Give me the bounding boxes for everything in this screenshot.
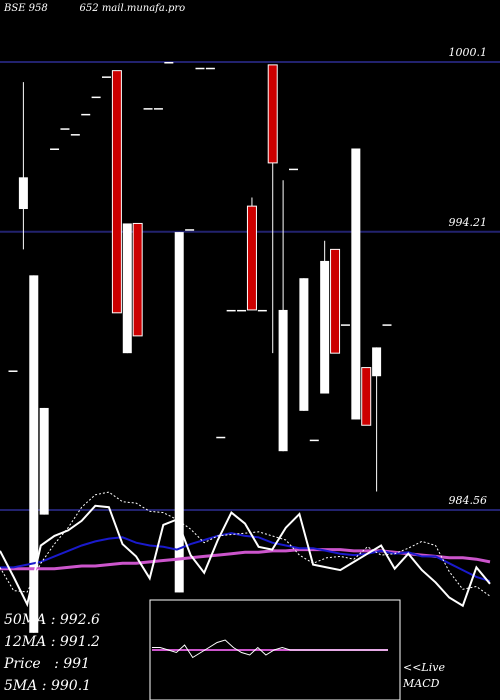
stat-5ma: 5MA : 990.1 [4,678,92,694]
candle-8 [91,96,101,99]
candle-body-21 [226,309,236,312]
candle-body-24 [257,309,267,312]
candle-body-20 [216,436,226,439]
candle-36 [382,324,392,326]
candle-body-16 [174,232,184,593]
candle-body-10 [111,70,122,314]
price-level-labels: 1000.1 994.21 984.56 [449,46,488,507]
candle-17 [185,229,195,231]
candle-body-2 [29,275,39,633]
candle-body-36 [382,324,392,326]
candle-body-33 [351,148,361,420]
stat-price: Price : 991 [4,656,90,672]
candle-body-9 [102,76,111,78]
candle-26 [278,180,288,452]
candle-21 [226,309,236,312]
candle-body-27 [289,168,298,171]
candle-body-13 [143,108,153,110]
candle-27 [289,168,298,171]
live-label: <<Live [403,661,445,674]
candle-body-35 [372,347,382,377]
candle-body-12 [132,222,143,337]
candle-body-6 [70,134,80,136]
price-level-label-0: 1000.1 [449,46,488,59]
candle-34 [361,367,372,426]
candle-18 [195,67,205,70]
candle-body-1 [18,177,28,210]
candle-body-32 [340,324,350,326]
candle-body-19 [205,67,215,70]
candle-30 [320,240,330,394]
candle-body-7 [81,113,91,116]
candle-14 [153,108,163,110]
candle-body-14 [153,108,163,110]
candle-11 [122,223,132,354]
candle-body-0 [8,370,18,372]
candlesticks [8,62,392,633]
candle-4 [50,148,60,150]
price-level-label-1: 994.21 [449,216,488,229]
candle-body-22 [237,309,247,312]
candle-body-4 [50,148,60,150]
candle-28 [299,278,309,411]
candle-22 [237,309,247,312]
candle-23 [246,197,257,311]
candle-15 [164,62,174,64]
macd-line [152,639,388,659]
candle-24 [257,309,267,312]
candle-body-11 [122,223,132,354]
candle-body-34 [361,367,372,426]
candle-9 [102,76,111,78]
macd-label: MACD [403,677,440,690]
candle-20 [216,436,226,439]
candle-25 [267,64,278,354]
candle-1 [18,82,28,250]
candle-body-26 [278,309,288,452]
candle-body-29 [309,439,319,442]
candle-33 [351,148,361,420]
candle-31 [330,248,341,354]
candle-body-5 [60,128,70,130]
candle-35 [372,347,382,492]
candle-body-28 [299,278,309,411]
candle-3 [39,407,49,515]
ma-line-5ma [0,491,491,597]
candle-19 [205,67,215,70]
candle-10 [111,70,122,314]
candle-body-18 [195,67,205,70]
candle-5 [60,128,70,130]
candle-7 [81,113,91,116]
candle-body-3 [39,407,49,515]
candle-body-15 [164,62,174,64]
candle-16 [174,232,184,593]
candle-body-31 [330,248,341,354]
price-level-label-2: 984.56 [449,494,488,507]
candle-6 [70,134,80,136]
moving-averages [0,491,491,608]
candle-0 [8,370,18,372]
candle-12 [132,222,143,337]
candle-body-23 [246,205,257,311]
macd-panel [149,599,401,700]
candle-body-25 [267,64,278,164]
ma-line-price [0,504,491,608]
candle-32 [340,324,350,326]
candle-29 [309,439,319,442]
candle-body-30 [320,260,330,394]
candle-13 [143,108,153,110]
candle-body-8 [91,96,101,99]
stat-12ma: 12MA : 991.2 [4,634,100,650]
chart-title: BSE 958 652 mail.munafa.pro [4,3,186,14]
stat-50ma: 50MA : 992.6 [4,612,100,628]
live-macd-label: <<Live MACD [403,660,445,692]
candle-body-17 [185,229,195,231]
